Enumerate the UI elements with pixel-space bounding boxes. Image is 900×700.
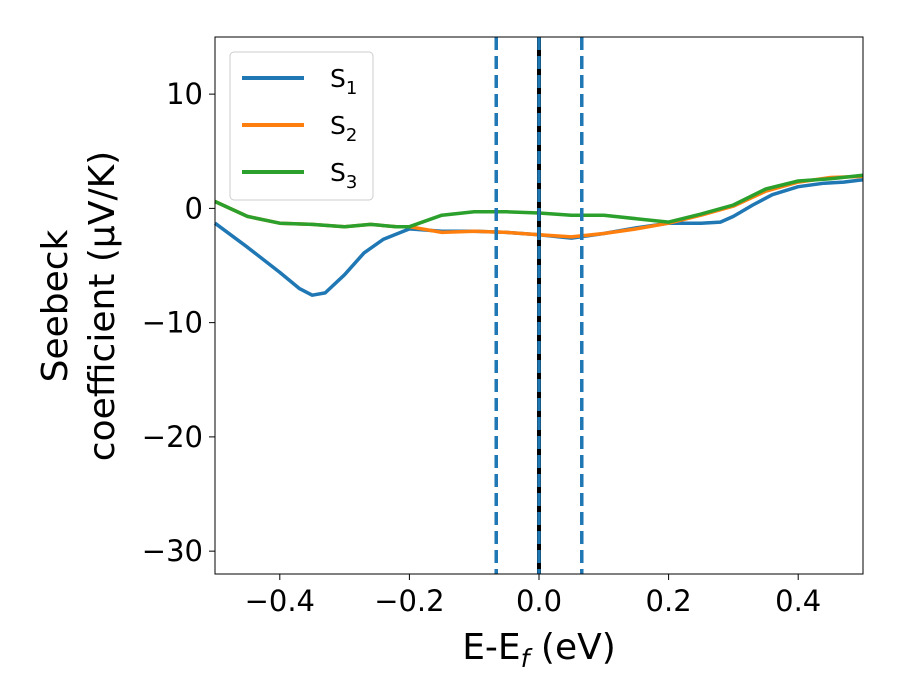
y-tick-label: −20 <box>142 420 203 454</box>
y-tick-label: −10 <box>142 306 203 340</box>
y-axis-ticks: 10 0 −10 −20 −30 <box>142 77 215 568</box>
x-tick-label: −0.2 <box>374 584 444 618</box>
x-tick-label: 0.2 <box>646 584 692 618</box>
x-tick-label: 0.4 <box>775 584 821 618</box>
y-axis-label-line2: coefficient (μV/K) <box>82 151 123 461</box>
legend: S1 S2 S3 <box>229 51 374 201</box>
legend-label-3: S3 <box>330 158 357 193</box>
series-line-3 <box>214 173 864 229</box>
x-axis-label: E-Ef (eV) <box>462 627 616 673</box>
legend-label-1: S1 <box>330 64 357 99</box>
x-axis-ticks: −0.4 −0.2 0.0 0.2 0.4 <box>245 574 821 618</box>
y-tick-label: 10 <box>166 77 203 111</box>
vline-layer <box>494 37 584 574</box>
x-tick-label: −0.4 <box>245 584 315 618</box>
y-axis-label: Seebeck <box>35 229 76 382</box>
y-tick-label: −30 <box>142 534 203 568</box>
legend-label-2: S2 <box>330 111 357 146</box>
x-tick-label: 0.0 <box>516 584 562 618</box>
y-tick-label: 0 <box>185 191 203 225</box>
y-axis-label-2: coefficient (μV/K) <box>82 151 123 461</box>
y-axis-label-line1: Seebeck <box>35 229 76 382</box>
